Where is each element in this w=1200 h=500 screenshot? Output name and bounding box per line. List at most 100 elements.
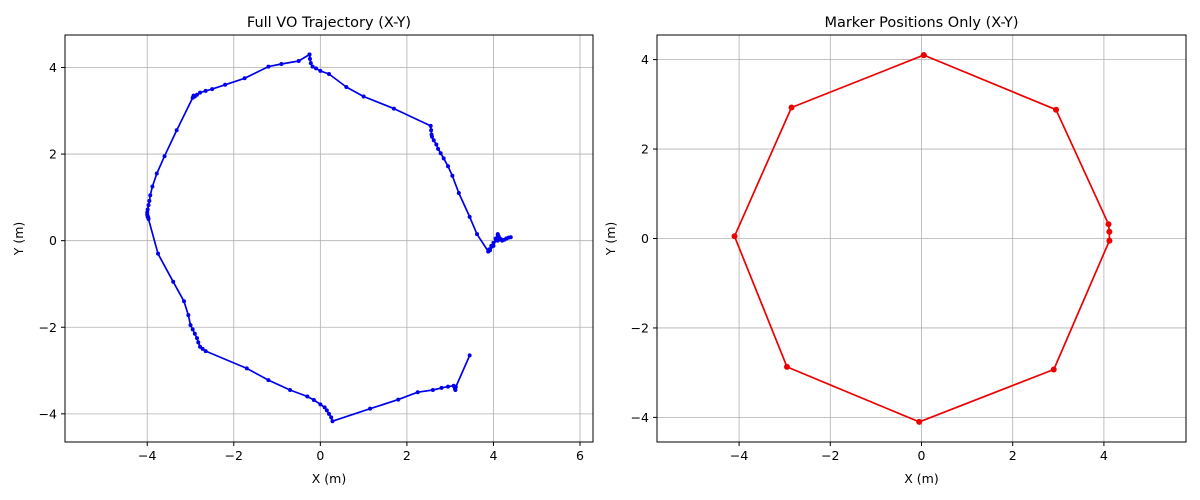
- data-point: [500, 237, 505, 242]
- data-point: [431, 138, 436, 143]
- data-point: [156, 251, 161, 256]
- data-point: [322, 405, 327, 410]
- data-point: [200, 346, 205, 351]
- y-tick-label: 4: [49, 60, 57, 75]
- x-tick-label: 4: [1100, 448, 1108, 463]
- data-point: [266, 378, 271, 383]
- data-point: [396, 397, 401, 402]
- data-point: [198, 90, 203, 95]
- plot-marker-positions: −4 −2 0 2 4 −4 −2 0 2 4 Marker Positions Only (X-Y…: [603, 15, 1187, 486]
- data-point: [788, 104, 795, 111]
- data-point: [330, 419, 335, 424]
- data-point: [453, 385, 458, 390]
- data-point: [145, 207, 150, 212]
- data-point: [446, 384, 451, 389]
- x-tick-label: 0: [316, 448, 324, 463]
- x-axis-label: X (m): [312, 471, 346, 486]
- data-point: [279, 62, 284, 67]
- x-tick-label: −2: [821, 448, 839, 463]
- y-tick-label: −2: [39, 320, 57, 335]
- data-point: [314, 66, 319, 71]
- x-tick-label: 6: [576, 448, 584, 463]
- data-point: [486, 249, 491, 254]
- data-point: [920, 52, 927, 59]
- data-point: [190, 95, 195, 100]
- data-point: [504, 236, 509, 241]
- data-point: [190, 327, 195, 332]
- data-point: [307, 56, 312, 61]
- data-point: [450, 173, 455, 178]
- data-point: [162, 154, 167, 159]
- axes-frame: [64, 34, 594, 443]
- data-point: [288, 388, 293, 393]
- data-point: [171, 279, 176, 284]
- data-point: [154, 171, 159, 176]
- data-point: [186, 313, 191, 318]
- y-tick-label: 0: [49, 233, 57, 248]
- data-point: [223, 82, 228, 87]
- data-point: [307, 52, 312, 57]
- data-point: [467, 353, 472, 358]
- data-point: [1106, 237, 1113, 244]
- data-point: [489, 243, 494, 248]
- data-point: [731, 233, 738, 240]
- data-point: [308, 61, 313, 66]
- data-point: [311, 398, 316, 403]
- data-point: [429, 128, 434, 133]
- data-point: [147, 198, 152, 203]
- x-tick-label: 2: [403, 448, 411, 463]
- data-point: [203, 349, 208, 354]
- plot-area: [65, 35, 593, 442]
- data-point: [188, 323, 193, 328]
- chart-title: Full VO Trajectory (X-Y): [247, 15, 411, 31]
- data-point: [495, 238, 500, 243]
- x-tick-label: 2: [1009, 448, 1017, 463]
- x-tick-label: 0: [918, 448, 926, 463]
- data-point: [344, 84, 349, 89]
- data-point: [150, 184, 155, 189]
- data-point: [446, 164, 451, 169]
- y-tick-label: −4: [631, 410, 649, 425]
- data-point: [439, 385, 444, 390]
- data-point: [430, 134, 435, 139]
- data-point: [430, 388, 435, 393]
- data-point: [491, 240, 496, 245]
- x-tick-label: −2: [225, 448, 243, 463]
- data-point: [415, 390, 420, 395]
- data-point: [391, 106, 396, 111]
- data-point: [210, 87, 215, 92]
- data-point: [327, 71, 331, 76]
- data-point: [475, 232, 480, 237]
- data-point: [1106, 228, 1113, 235]
- data-point: [318, 68, 323, 73]
- y-axis-label: Y (m): [603, 222, 618, 257]
- data-point: [146, 217, 151, 222]
- data-point: [296, 58, 301, 63]
- plot-full-vo-trajectory: −4 −2 0 2 4 6 −4 −2 0 2 4 Full VO Trajectory (X-Y) X…: [11, 15, 594, 486]
- data-point: [310, 64, 315, 69]
- y-tick-label: 0: [641, 231, 649, 246]
- data-point: [203, 88, 208, 93]
- data-point: [916, 418, 923, 425]
- data-point: [305, 394, 310, 399]
- data-point: [182, 299, 187, 304]
- data-point: [192, 331, 197, 336]
- data-point: [148, 193, 153, 198]
- x-tick-label: −4: [730, 448, 748, 463]
- y-tick-label: 2: [641, 142, 649, 157]
- y-tick-label: 4: [641, 52, 649, 67]
- x-tick-label: 4: [489, 448, 497, 463]
- data-point: [361, 94, 366, 99]
- data-point: [428, 123, 433, 128]
- y-tick-label: −2: [631, 320, 649, 335]
- data-point: [195, 336, 199, 341]
- data-point: [783, 363, 790, 370]
- data-point: [438, 151, 443, 156]
- data-point: [1105, 221, 1112, 228]
- data-point: [441, 156, 446, 161]
- x-tick-label: −4: [138, 448, 156, 463]
- data-point: [146, 203, 151, 208]
- data-point: [174, 128, 179, 133]
- y-tick-label: −4: [39, 406, 57, 421]
